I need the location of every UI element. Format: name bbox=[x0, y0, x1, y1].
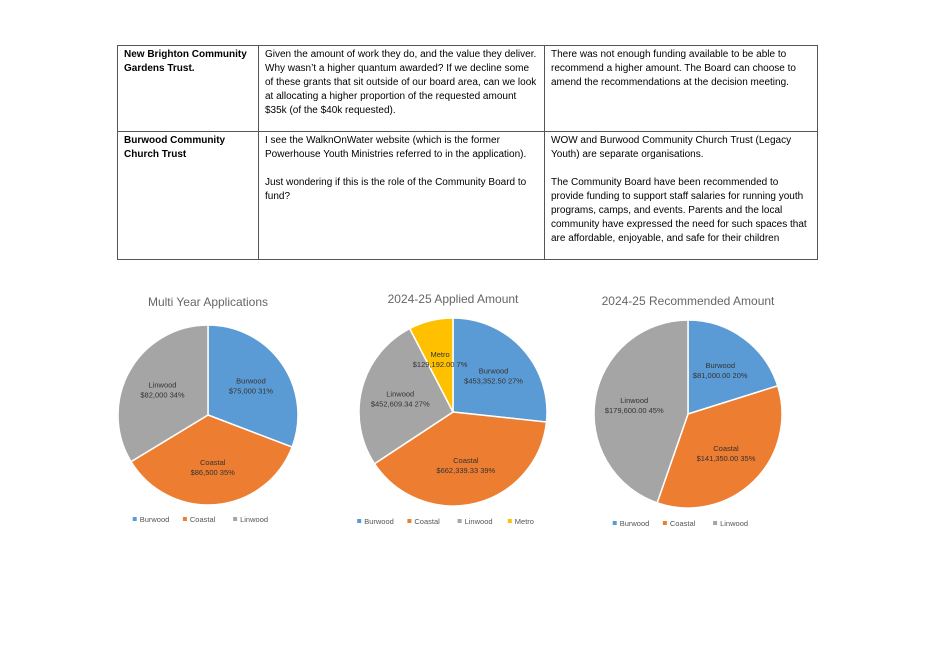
legend-label: Coastal bbox=[414, 517, 440, 526]
slice-label-linwood: Linwood $82,000 34% bbox=[140, 380, 185, 399]
legend-item-coastal: Coastal bbox=[662, 519, 696, 528]
legend-label: Linwood bbox=[240, 515, 268, 524]
slice-label-name: Linwood bbox=[149, 380, 177, 389]
pie-slice-linwood bbox=[117, 324, 209, 463]
legend-item-coastal: Coastal bbox=[407, 517, 440, 526]
pie-chart-recommended: 2024-25 Recommended Amount Burwood $81,000… bbox=[588, 290, 788, 535]
slice-label-name: Linwood bbox=[620, 396, 648, 405]
slice-label-value: $75,000 31% bbox=[229, 386, 274, 395]
pie-slice-coastal bbox=[656, 384, 783, 509]
slice-label-coastal: Coastal $141,350.00 35% bbox=[697, 444, 756, 463]
slice-label-value: $662,339.33 39% bbox=[436, 466, 495, 475]
slice-label-linwood: Linwood $452,609.34 27% bbox=[371, 389, 430, 408]
question-cell: I see the WalknOnWater website (which is… bbox=[258, 131, 545, 260]
legend-label: Linwood bbox=[720, 519, 748, 528]
question-cell: Given the amount of work they do, and th… bbox=[258, 45, 545, 132]
legend-swatch bbox=[612, 521, 617, 525]
legend-item-metro: Metro bbox=[507, 517, 534, 526]
organisation-cell: Burwood Community Church Trust bbox=[117, 131, 259, 260]
question-text: I see the WalknOnWater website (which is… bbox=[265, 135, 527, 160]
chart-title: 2024-25 Applied Amount bbox=[388, 292, 519, 306]
legend-label: Coastal bbox=[670, 519, 696, 528]
legend-item-burwood: Burwood bbox=[357, 517, 394, 526]
organisation-name: New Brighton Community Gardens Trust. bbox=[124, 49, 247, 74]
slice-label-name: Coastal bbox=[713, 444, 739, 453]
response-cell: There was not enough funding available t… bbox=[544, 45, 818, 132]
table-row: New Brighton Community Gardens Trust. Gi… bbox=[117, 45, 818, 132]
legend-label: Burwood bbox=[364, 517, 394, 526]
legend-swatch bbox=[357, 519, 362, 523]
slice-label-value: $179,600.00 45% bbox=[605, 406, 664, 415]
slice-label-coastal: Coastal $662,339.33 39% bbox=[436, 456, 495, 475]
slice-label-name: Coastal bbox=[453, 456, 479, 465]
response-text: There was not enough funding available t… bbox=[551, 49, 796, 88]
organisation-cell: New Brighton Community Gardens Trust. bbox=[117, 45, 259, 132]
legend-swatch bbox=[457, 519, 462, 523]
organisation-name: Burwood Community Church Trust bbox=[124, 135, 226, 160]
legend-label: Burwood bbox=[140, 515, 170, 524]
legend-item-linwood: Linwood bbox=[233, 515, 268, 524]
pie-slice-burwood bbox=[452, 317, 548, 423]
legend-swatch bbox=[182, 517, 187, 521]
question-text: Given the amount of work they do, and th… bbox=[265, 49, 537, 116]
response-text: WOW and Burwood Community Church Trust (… bbox=[551, 135, 792, 160]
table-row: Burwood Community Church Trust I see the… bbox=[117, 131, 818, 260]
slice-label-name: Metro bbox=[431, 350, 450, 359]
slice-label-burwood: Burwood $453,352.50 27% bbox=[464, 367, 523, 386]
pie-slice-burwood bbox=[687, 319, 779, 416]
slice-label-name: Burwood bbox=[236, 376, 266, 385]
slice-label-name: Burwood bbox=[479, 367, 509, 376]
legend-swatch bbox=[662, 521, 667, 525]
slice-label-value: $82,000 34% bbox=[140, 390, 185, 399]
pie-chart-multi-year: Multi Year Applications Burwood $75,000 31… bbox=[110, 290, 310, 535]
questions-table: New Brighton Community Gardens Trust. Gi… bbox=[117, 45, 818, 260]
response-cell: WOW and Burwood Community Church Trust (… bbox=[544, 131, 818, 260]
slice-label-burwood: Burwood $81,000.00 20% bbox=[693, 361, 748, 380]
legend-label: Burwood bbox=[620, 519, 650, 528]
legend-item-linwood: Linwood bbox=[713, 519, 748, 528]
pie-slice-burwood bbox=[207, 324, 299, 449]
legend-item-burwood: Burwood bbox=[612, 519, 650, 528]
pie-slice-linwood bbox=[593, 319, 689, 504]
slice-label-value: $452,609.34 27% bbox=[371, 399, 430, 408]
legend-swatch bbox=[713, 521, 718, 525]
slice-label-value: $141,350.00 35% bbox=[697, 454, 756, 463]
slice-label-name: Burwood bbox=[705, 361, 735, 370]
slice-label-metro: Metro $129,192.00 7% bbox=[413, 350, 468, 369]
legend-label: Coastal bbox=[190, 515, 216, 524]
slice-label-value: $86,500 35% bbox=[191, 468, 236, 477]
pie-slice-linwood bbox=[358, 327, 454, 465]
pie-chart-applied: 2024-25 Applied Amount Burwood $453,352.50… bbox=[353, 290, 553, 535]
legend-item-coastal: Coastal bbox=[182, 515, 216, 524]
slice-label-coastal: Coastal $86,500 35% bbox=[191, 458, 236, 477]
slice-label-name: Linwood bbox=[386, 389, 414, 398]
chart-title: 2024-25 Recommended Amount bbox=[602, 294, 775, 308]
slice-label-name: Coastal bbox=[200, 458, 226, 467]
slice-label-value: $129,192.00 7% bbox=[413, 360, 468, 369]
response-text: The Community Board have been recommende… bbox=[551, 177, 807, 244]
legend-swatch bbox=[233, 517, 238, 521]
legend-label: Linwood bbox=[465, 517, 493, 526]
legend-swatch bbox=[407, 519, 412, 523]
pie-slice-metro bbox=[408, 317, 454, 413]
legend-item-linwood: Linwood bbox=[457, 517, 493, 526]
slice-label-value: $453,352.50 27% bbox=[464, 377, 523, 386]
legend-swatch bbox=[132, 517, 137, 521]
chart-title: Multi Year Applications bbox=[148, 295, 268, 309]
question-text: Just wondering if this is the role of th… bbox=[265, 177, 527, 202]
slice-label-burwood: Burwood $75,000 31% bbox=[229, 376, 274, 395]
slice-label-value: $81,000.00 20% bbox=[693, 371, 748, 380]
legend-swatch bbox=[507, 519, 512, 523]
legend-item-burwood: Burwood bbox=[132, 515, 170, 524]
legend-label: Metro bbox=[515, 517, 534, 526]
slice-label-linwood: Linwood $179,600.00 45% bbox=[605, 396, 664, 415]
